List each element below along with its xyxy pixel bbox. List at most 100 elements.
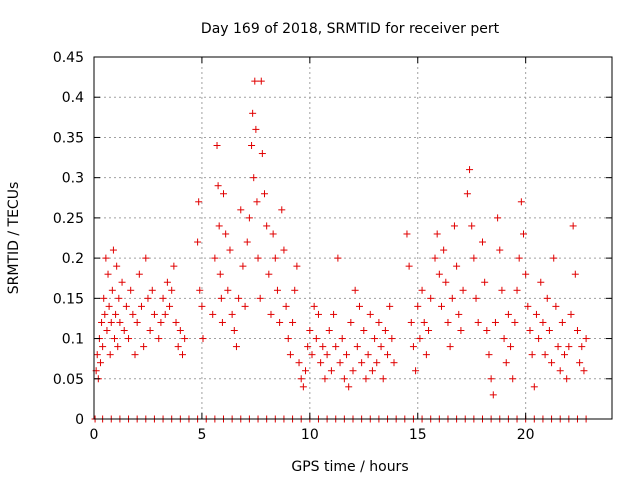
y-tick-label: 0.35 (53, 130, 84, 146)
data-point (163, 278, 171, 286)
data-point (312, 335, 320, 343)
data-point (199, 335, 207, 343)
data-point (112, 310, 120, 318)
data-point (470, 254, 478, 262)
data-point (446, 343, 454, 351)
data-point (232, 343, 240, 351)
data-point (93, 351, 101, 359)
data-point (412, 367, 420, 375)
data-point (102, 254, 110, 262)
data-point (494, 214, 502, 222)
data-point (345, 383, 353, 391)
data-point (103, 327, 111, 335)
data-point (297, 375, 305, 383)
data-point (135, 270, 143, 278)
data-point (249, 109, 257, 117)
data-point (427, 294, 435, 302)
data-point (362, 375, 370, 383)
y-tick-label: 0 (75, 412, 84, 428)
data-point (526, 327, 534, 335)
data-point (515, 254, 523, 262)
data-point (308, 351, 316, 359)
data-point (111, 335, 119, 343)
data-point (343, 351, 351, 359)
data-point (214, 182, 222, 190)
data-point (375, 318, 383, 326)
data-point (113, 262, 121, 270)
data-point (239, 262, 247, 270)
data-point (257, 77, 265, 85)
data-point (109, 246, 117, 254)
data-point (181, 335, 189, 343)
data-point (291, 286, 299, 294)
data-point (504, 310, 512, 318)
data-point (388, 335, 396, 343)
data-point (314, 310, 322, 318)
data-point (108, 286, 116, 294)
data-point (140, 343, 148, 351)
data-point (489, 391, 497, 399)
data-point (561, 351, 569, 359)
data-point (543, 294, 551, 302)
data-point (496, 246, 504, 254)
data-point (444, 318, 452, 326)
data-point (509, 375, 517, 383)
data-point (420, 318, 428, 326)
data-point (280, 246, 288, 254)
data-point (463, 190, 471, 198)
data-point (96, 359, 104, 367)
data-point (224, 286, 232, 294)
data-point (245, 214, 253, 222)
data-point (131, 351, 139, 359)
data-point (340, 375, 348, 383)
data-point (198, 302, 206, 310)
data-point (230, 327, 238, 335)
data-point (453, 262, 461, 270)
data-point (142, 254, 150, 262)
data-point (377, 343, 385, 351)
data-point (532, 310, 540, 318)
data-point (466, 166, 474, 174)
data-point (195, 198, 203, 206)
data-point (194, 238, 202, 246)
data-point (325, 327, 333, 335)
data-point (282, 302, 290, 310)
data-point (483, 327, 491, 335)
data-point (437, 302, 445, 310)
data-point (228, 310, 236, 318)
data-point (545, 327, 553, 335)
data-point (353, 343, 361, 351)
data-point (217, 294, 225, 302)
data-point (106, 351, 114, 359)
data-point (491, 318, 499, 326)
data-point (166, 302, 174, 310)
y-axis-ticks: 0 0.05 0.1 0.15 0.2 0.25 0.3 0.35 0.4 0.45 (53, 50, 612, 428)
data-point (567, 310, 575, 318)
data-point (347, 318, 355, 326)
plot-frame (93, 56, 613, 420)
data-point (327, 367, 335, 375)
data-point (373, 359, 381, 367)
data-point (104, 270, 112, 278)
data-point (295, 359, 303, 367)
data-point (284, 335, 292, 343)
data-point (107, 318, 115, 326)
data-point (310, 302, 318, 310)
data-point (321, 375, 329, 383)
data-point (360, 327, 368, 335)
data-point (150, 310, 158, 318)
data-point (115, 294, 123, 302)
data-point (468, 222, 476, 230)
data-point (172, 318, 180, 326)
data-point (472, 294, 480, 302)
data-point (248, 141, 256, 149)
data-point (390, 359, 398, 367)
data-point (435, 270, 443, 278)
data-point (381, 327, 389, 335)
x-axis-label: GPS time / hours (291, 459, 408, 475)
data-point (334, 254, 342, 262)
data-point (120, 327, 128, 335)
data-point (196, 286, 204, 294)
grid (94, 57, 612, 419)
data-point (498, 286, 506, 294)
